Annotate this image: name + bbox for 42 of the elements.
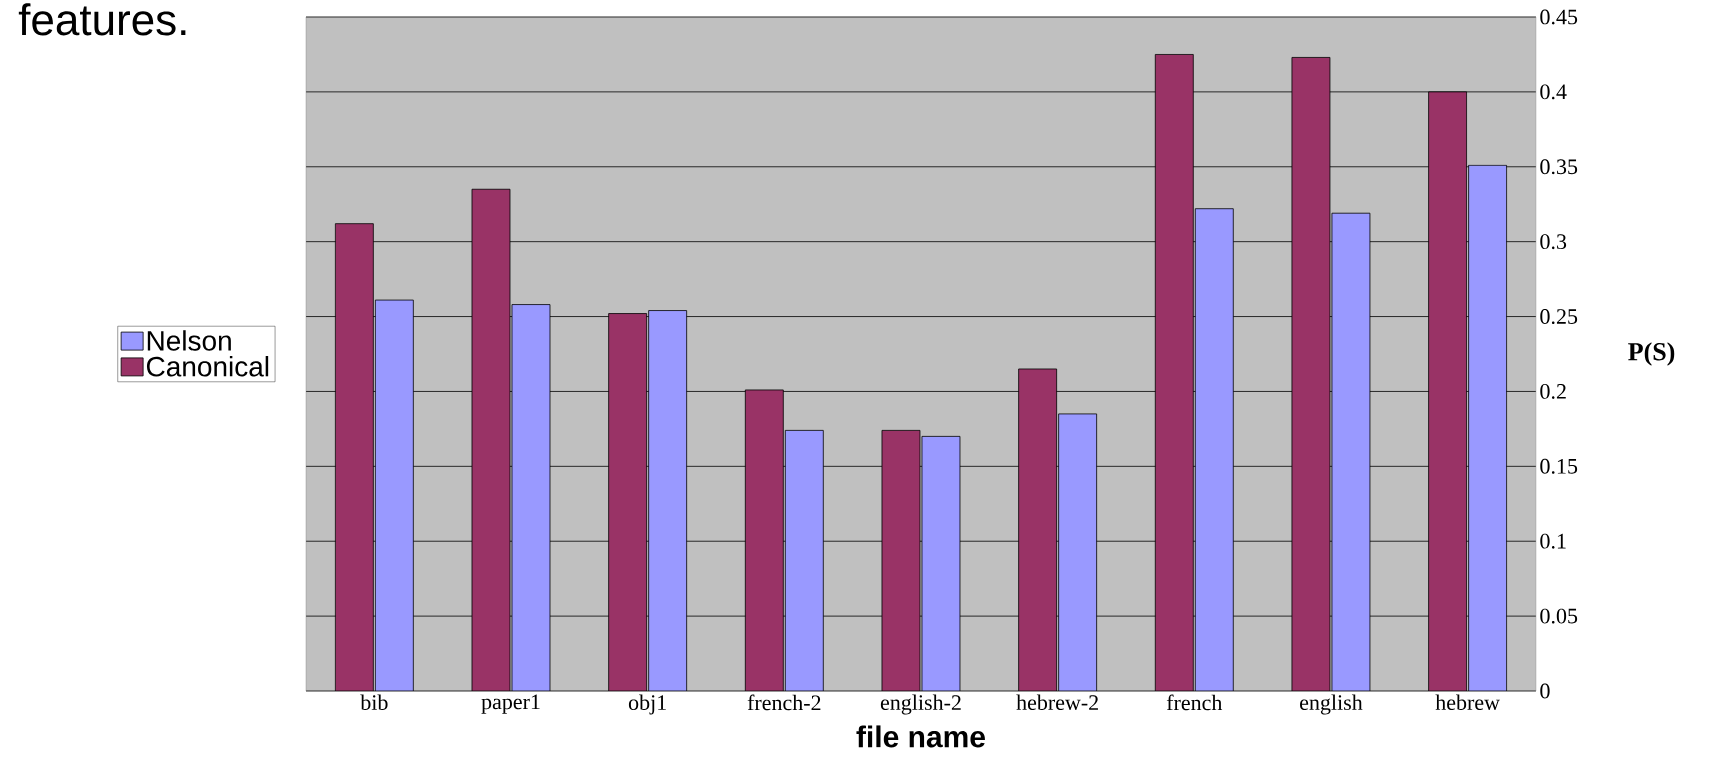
y-tick-label: 0.4 bbox=[1540, 84, 1567, 100]
x-tick-label: english bbox=[1300, 694, 1363, 715]
bar bbox=[1428, 91, 1468, 691]
bar bbox=[881, 429, 921, 691]
x-tick-label: paper1 bbox=[481, 694, 540, 714]
y-tick-label: 0.45 bbox=[1540, 9, 1578, 25]
x-tick-label: hebrew-2 bbox=[1016, 694, 1098, 711]
x-axis-title: file name bbox=[856, 725, 985, 748]
bar bbox=[1154, 54, 1194, 691]
bar bbox=[648, 310, 688, 691]
y-tick-label: 0.15 bbox=[1540, 458, 1578, 474]
bar bbox=[374, 299, 414, 691]
x-tick-label: french bbox=[1166, 694, 1223, 711]
text: features. bbox=[18, 3, 186, 36]
bar bbox=[1058, 413, 1098, 691]
bar bbox=[1331, 212, 1371, 691]
bar bbox=[921, 435, 961, 691]
y-axis-title: P(S) bbox=[1628, 342, 1675, 366]
legend-label: Nelson bbox=[147, 330, 231, 351]
x-tick-label: english-2 bbox=[880, 694, 961, 715]
bar bbox=[511, 304, 551, 691]
bar bbox=[471, 188, 511, 691]
y-tick-label: 0.35 bbox=[1540, 159, 1578, 175]
legend-label: Canonical bbox=[146, 356, 269, 377]
x-tick-label: obj1 bbox=[628, 694, 666, 715]
y-tick-label: 0.1 bbox=[1540, 533, 1566, 549]
bar bbox=[784, 429, 824, 691]
bar bbox=[1468, 164, 1508, 691]
x-tick-label: french-2 bbox=[747, 694, 821, 711]
x-tick-label: bib bbox=[360, 694, 388, 711]
bar bbox=[334, 223, 374, 691]
bar bbox=[744, 389, 784, 691]
y-tick-label: 0.25 bbox=[1540, 309, 1578, 325]
x-tick-label: hebrew bbox=[1435, 694, 1500, 711]
y-tick-label: 0.3 bbox=[1540, 234, 1567, 250]
bar bbox=[608, 313, 648, 691]
bar bbox=[1194, 208, 1234, 691]
y-tick-label: 0.05 bbox=[1540, 608, 1578, 624]
bar bbox=[1018, 368, 1058, 691]
y-tick-label: 0.2 bbox=[1540, 383, 1566, 399]
y-tick-label: 0 bbox=[1540, 683, 1550, 699]
bar bbox=[1291, 57, 1331, 691]
